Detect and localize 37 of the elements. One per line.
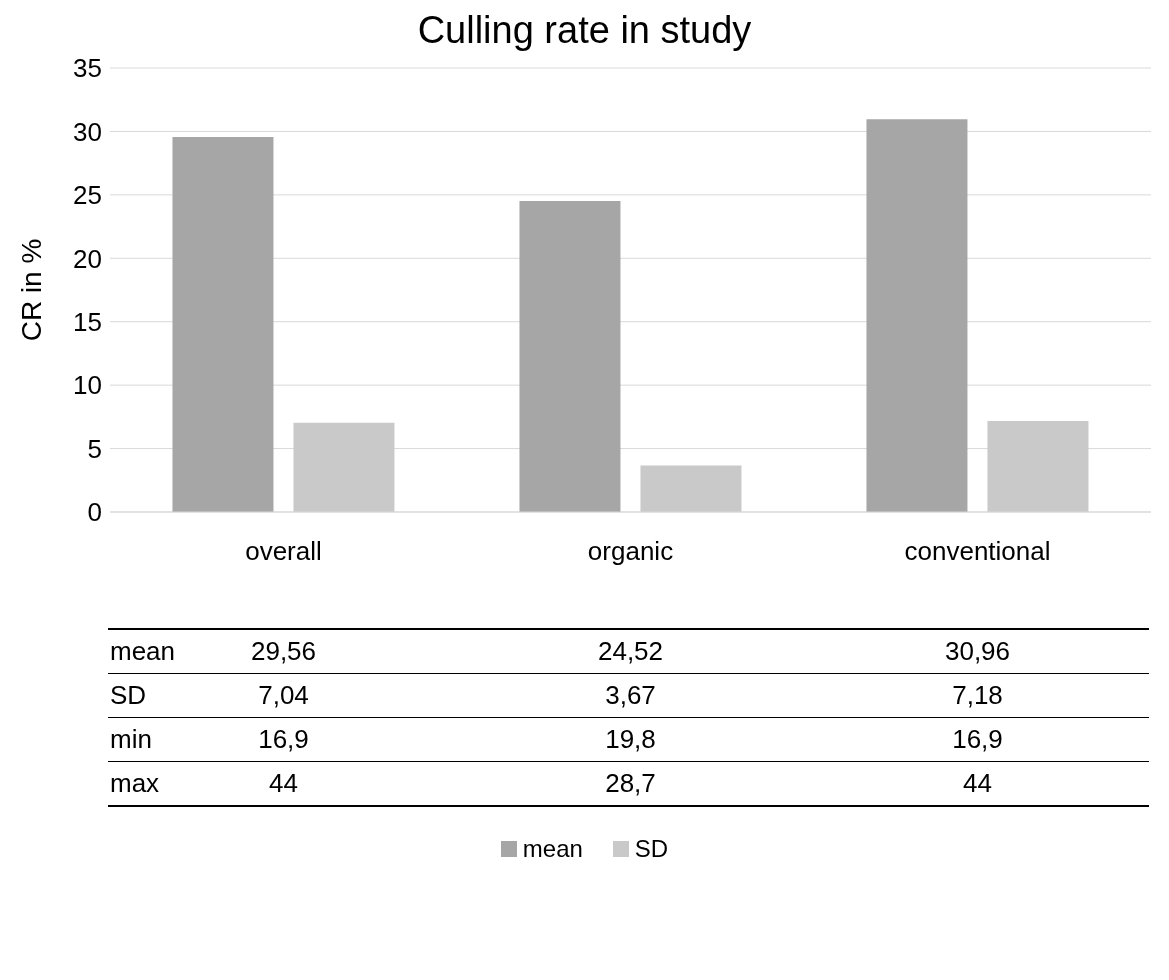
bar: [293, 422, 395, 512]
y-tick-label: 5: [87, 433, 102, 464]
bar: [172, 137, 274, 512]
data-label: 30,96: [944, 636, 1011, 667]
text: SD: [110, 680, 147, 710]
x-tick-label: organic: [587, 536, 674, 567]
text: 19,8: [605, 724, 656, 755]
data-label: 7,04: [258, 680, 309, 711]
bar: [519, 200, 621, 512]
text: 16,9: [258, 724, 309, 755]
y-tick-label: 25: [73, 180, 102, 211]
data-label: 7,18: [952, 680, 1003, 711]
text: 28,7: [605, 768, 656, 799]
y-axis-title: CR in %: [15, 238, 47, 342]
y-tick-label: 30: [73, 116, 102, 147]
text: min: [110, 724, 152, 755]
x-tick-label: conventional: [904, 536, 1051, 567]
y-tick-label: 0: [87, 497, 102, 528]
x-tick-label: overall: [245, 536, 322, 567]
text: 44: [269, 768, 298, 799]
bar: [987, 420, 1089, 512]
legend-label: SD: [634, 835, 669, 863]
bar: [640, 465, 742, 512]
data-label: 24,52: [597, 636, 664, 667]
text: 16,9: [952, 724, 1003, 755]
legend-label: mean: [522, 835, 583, 863]
bar: [866, 119, 968, 512]
data-label: 29,56: [250, 636, 317, 667]
chart-title: Culling rate in study: [416, 8, 753, 52]
y-tick-label: 15: [73, 306, 102, 337]
text: mean: [110, 636, 176, 666]
y-tick-label: 20: [73, 243, 102, 274]
text: 44: [963, 768, 992, 799]
y-tick-label: 35: [73, 53, 102, 84]
data-label: 3,67: [605, 680, 656, 711]
text: max: [110, 768, 160, 799]
y-tick-label: 10: [73, 370, 102, 401]
